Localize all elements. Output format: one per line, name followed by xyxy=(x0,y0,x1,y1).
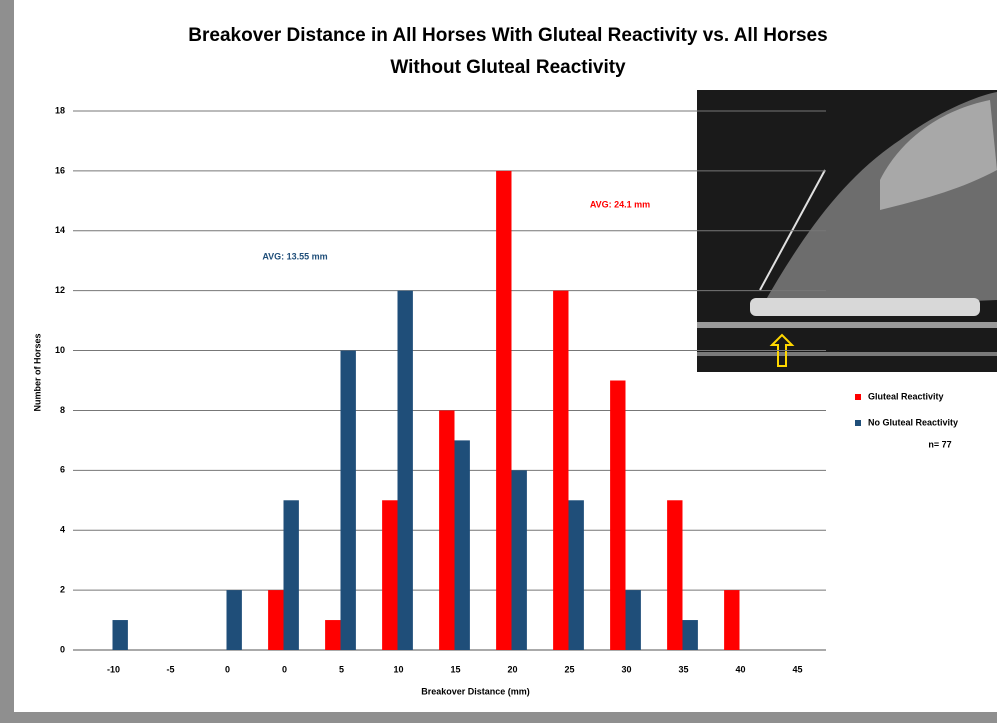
bar xyxy=(569,500,584,650)
y-axis-label: Number of Horses xyxy=(32,333,42,411)
y-tick-label: 12 xyxy=(55,285,65,295)
bar xyxy=(610,381,625,651)
x-axis-label: Breakover Distance (mm) xyxy=(421,686,530,696)
bar xyxy=(325,620,340,650)
annotation: n= 77 xyxy=(928,439,951,449)
bar xyxy=(553,291,568,650)
annotation: AVG: 13.55 mm xyxy=(262,251,327,261)
y-tick-label: 10 xyxy=(55,345,65,355)
x-tick-label: 35 xyxy=(678,664,688,674)
x-tick-label: 40 xyxy=(735,664,745,674)
x-tick-label: 0 xyxy=(225,664,230,674)
chart: Breakover Distance in All Horses With Gl… xyxy=(0,0,997,723)
annotation: AVG: 24.1 mm xyxy=(590,199,650,209)
bar xyxy=(341,351,356,650)
bar xyxy=(398,291,413,650)
bar xyxy=(667,500,682,650)
legend-label: No Gluteal Reactivity xyxy=(868,417,958,427)
x-tick-label: 20 xyxy=(507,664,517,674)
y-tick-label: 2 xyxy=(60,584,65,594)
y-tick-label: 16 xyxy=(55,165,65,175)
y-tick-label: 4 xyxy=(60,525,65,535)
bar xyxy=(439,410,454,650)
y-tick-label: 0 xyxy=(60,644,65,654)
x-tick-label: 5 xyxy=(339,664,344,674)
bar xyxy=(724,590,739,650)
bar xyxy=(284,500,299,650)
y-tick-label: 8 xyxy=(60,405,65,415)
x-tick-label: 30 xyxy=(621,664,631,674)
bar xyxy=(268,590,283,650)
bar xyxy=(512,470,527,650)
x-tick-label: -10 xyxy=(107,664,120,674)
legend-label: Gluteal Reactivity xyxy=(868,391,944,401)
legend-swatch xyxy=(855,394,861,400)
bar xyxy=(626,590,641,650)
bar xyxy=(227,590,242,650)
legend-swatch xyxy=(855,420,861,426)
chart-title: Breakover Distance in All Horses With Gl… xyxy=(188,25,827,46)
x-tick-label: 10 xyxy=(393,664,403,674)
bar xyxy=(113,620,128,650)
y-tick-label: 14 xyxy=(55,225,65,235)
chart-title: Without Gluteal Reactivity xyxy=(390,57,626,78)
y-tick-label: 6 xyxy=(60,465,65,475)
x-tick-label: 15 xyxy=(450,664,460,674)
x-tick-label: 0 xyxy=(282,664,287,674)
bar xyxy=(455,440,470,650)
bar xyxy=(496,171,511,650)
x-tick-label: 45 xyxy=(792,664,802,674)
y-tick-label: 18 xyxy=(55,105,65,115)
x-tick-label: 25 xyxy=(564,664,574,674)
bar xyxy=(382,500,397,650)
bar xyxy=(683,620,698,650)
x-tick-label: -5 xyxy=(166,664,174,674)
